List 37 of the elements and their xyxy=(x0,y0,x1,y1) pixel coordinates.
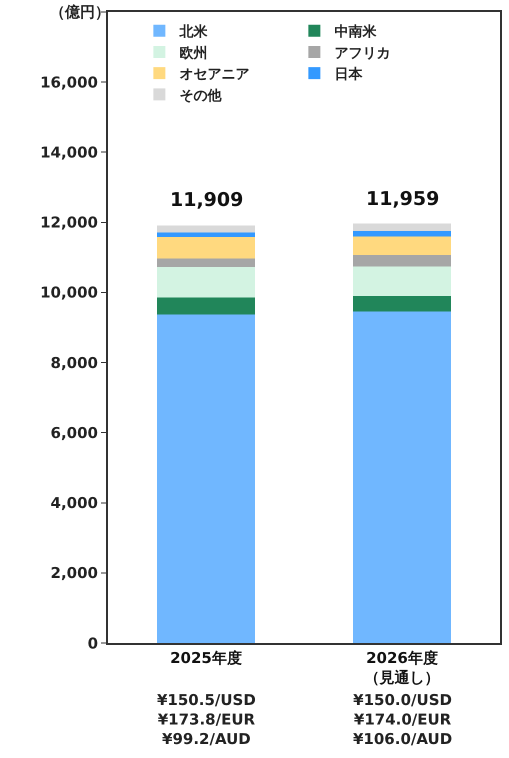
bar xyxy=(157,237,255,258)
y-axis-title: （億円） xyxy=(50,3,110,21)
total-label: 11,959 xyxy=(366,188,440,210)
bar xyxy=(353,312,451,643)
bar xyxy=(353,254,451,266)
legend-label: オセアニア xyxy=(179,66,250,83)
bar xyxy=(353,296,451,312)
y-tick-label: 0 xyxy=(88,634,98,652)
total-label: 11,909 xyxy=(170,189,244,211)
legend-label: アフリカ xyxy=(334,45,390,62)
legend-label: 中南米 xyxy=(334,24,378,40)
legend-label: 日本 xyxy=(334,66,364,83)
y-tick-label: 6,000 xyxy=(50,424,98,442)
bar xyxy=(353,230,451,237)
bar xyxy=(157,225,255,232)
y-tick-label: 10,000 xyxy=(40,284,98,302)
x-tick-label: 2025年度 xyxy=(170,649,242,667)
bar xyxy=(157,232,255,238)
bar xyxy=(353,266,451,296)
bar xyxy=(353,224,451,231)
legend-label: 北米 xyxy=(178,24,208,40)
x-tick-label: 2026年度（見通し） xyxy=(364,649,440,686)
text: ¥150.0/USD ¥174.0/EUR ¥106.0/AUD xyxy=(353,691,452,748)
y-tick-label: 4,000 xyxy=(50,494,98,512)
y-tick-label: 14,000 xyxy=(40,143,98,162)
bar xyxy=(157,266,255,298)
bar xyxy=(353,236,451,255)
y-tick-label: 2,000 xyxy=(50,564,98,582)
y-tick-label: 12,000 xyxy=(40,214,98,232)
legend-label: その他 xyxy=(179,88,222,104)
y-tick-label: 16,000 xyxy=(40,73,98,92)
bar xyxy=(157,314,255,643)
bar xyxy=(157,297,255,315)
text: ¥150.5/USD ¥173.8/EUR ¥99.2/AUD xyxy=(157,691,256,748)
bar xyxy=(157,258,255,267)
legend-label: 欧州 xyxy=(179,45,208,62)
y-tick-label: 8,000 xyxy=(50,354,98,372)
